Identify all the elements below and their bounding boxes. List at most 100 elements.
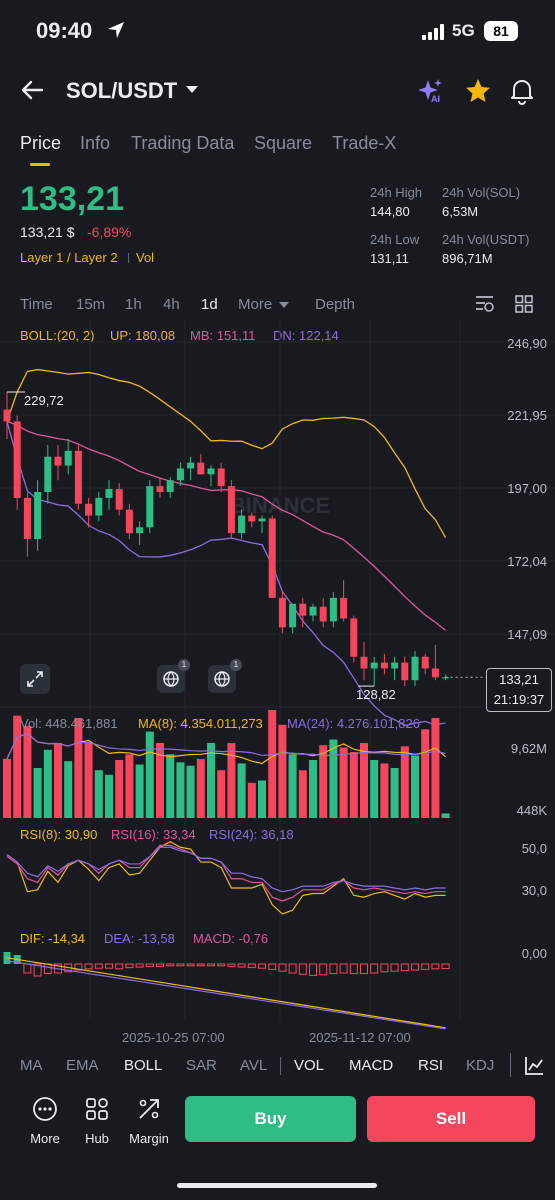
indicator-vol[interactable]: VOL (294, 1057, 325, 1074)
volume-bar (298, 770, 307, 818)
volume-bar (421, 729, 430, 818)
candle-body (85, 503, 93, 516)
timeframe-1d[interactable]: 1d (201, 296, 218, 313)
timeframe-more[interactable]: More (238, 296, 273, 313)
sell-button[interactable]: Sell (367, 1096, 535, 1142)
indicator-sar[interactable]: SAR (186, 1057, 217, 1074)
macd-dea-line (6, 960, 446, 1030)
macd-hist-bar (431, 963, 440, 970)
buy-button[interactable]: Buy (185, 1096, 356, 1142)
volume-ma8-line (6, 732, 446, 765)
indicator-kdj[interactable]: KDJ (466, 1057, 495, 1074)
macd-hist-bar (217, 963, 226, 967)
tag-vol[interactable]: Vol (136, 250, 155, 265)
macd-hist-bar (166, 963, 175, 967)
timeframe-depth[interactable]: Depth (315, 296, 356, 313)
candle-body (54, 456, 62, 466)
indicator-rsi[interactable]: RSI (418, 1057, 444, 1074)
macd-hist-bar (349, 963, 358, 975)
pair-title[interactable]: SOL/USDT (66, 78, 178, 103)
tab-trade-x[interactable]: Trade-X (332, 133, 397, 153)
volume-bar (156, 742, 164, 818)
volume-bar (268, 710, 277, 818)
volume-bar (278, 724, 287, 818)
candle-body (136, 527, 144, 534)
indicator-avl[interactable]: AVL (240, 1057, 268, 1074)
macd-hist-bar (329, 963, 338, 975)
candle-body (268, 518, 276, 598)
low-value: 131,11 (370, 251, 409, 266)
candle-body (278, 597, 286, 628)
macd-hist-bar (339, 963, 348, 974)
volume-bar (227, 742, 236, 818)
timeframe-1h[interactable]: 1h (125, 296, 142, 313)
macd-axis-zero: 0,00 (521, 946, 547, 961)
tab-square[interactable]: Square (254, 133, 313, 153)
back-arrow-icon[interactable] (20, 78, 44, 102)
volume-bar (196, 758, 205, 818)
timeframe-4h[interactable]: 4h (163, 296, 180, 313)
candle-body (370, 662, 378, 669)
candle-body (13, 421, 21, 498)
macd-hist-bar (176, 963, 185, 967)
star-icon[interactable] (465, 78, 491, 104)
candle-body (360, 656, 368, 669)
volume-bar (411, 755, 419, 818)
macd-hist-bar (441, 963, 450, 970)
rsi-axis-50: 50,0 (521, 841, 547, 856)
tab-info[interactable]: Info (80, 133, 111, 153)
macd-dea: DEA: -13,58 (104, 931, 175, 946)
grid-layout-icon[interactable] (515, 295, 533, 313)
timeframe-time[interactable]: Time (20, 296, 53, 313)
chart-settings-icon[interactable] (475, 295, 495, 313)
price-chart[interactable]: BINANCE (0, 320, 555, 1030)
candle-body (64, 450, 72, 466)
candle-body (207, 468, 215, 475)
volume-bar (349, 752, 358, 818)
ai-sparkle-icon[interactable] (418, 78, 448, 104)
tab-price[interactable]: Price (20, 133, 62, 153)
high-marker: 229,72 (24, 393, 64, 408)
indicator-macd[interactable]: MACD (349, 1057, 394, 1074)
indicator-boll[interactable]: BOLL (124, 1057, 163, 1074)
timeframe-15m[interactable]: 15m (76, 296, 106, 313)
hub-nav[interactable]: Hub (70, 1096, 124, 1146)
volume-bar (339, 747, 348, 818)
indicator-ma[interactable]: MA (20, 1057, 43, 1074)
vol-sol-value: 6,53M (442, 204, 479, 219)
tag-layer[interactable]: Layer 1 / Layer 2 (20, 250, 118, 265)
bell-icon[interactable] (510, 77, 534, 105)
macd-hist-bar (84, 963, 93, 970)
candle-body (105, 489, 113, 498)
macd-dif-line (6, 957, 446, 1029)
macd-hist-bar (278, 963, 287, 972)
macd-hist-bar (23, 963, 32, 974)
macd-hist-bar (156, 963, 164, 967)
status-time: 09:40 (36, 18, 93, 43)
tab-trading-data[interactable]: Trading Data (131, 133, 235, 153)
axis-main-1: 221,95 (507, 408, 547, 423)
volume-ma24-line (6, 732, 446, 760)
candle-body (146, 486, 154, 528)
macd-lines (3, 952, 450, 1030)
macd-dif: DIF: -14,34 (20, 931, 86, 946)
volume-bar (309, 760, 317, 818)
more-caret-icon[interactable] (279, 302, 289, 308)
more-nav[interactable]: More (18, 1096, 72, 1146)
macd-hist-bar (207, 963, 215, 967)
candle-body (401, 662, 409, 681)
indicator-settings-icon[interactable] (524, 1056, 544, 1076)
volume-bar (13, 715, 22, 818)
indicator-ema[interactable]: EMA (66, 1057, 99, 1074)
network-label: 5G (452, 21, 475, 40)
rsi8-line (6, 841, 446, 915)
candle-body (3, 409, 11, 422)
candle-body (431, 668, 439, 678)
candle-body (391, 662, 399, 669)
margin-nav[interactable]: Margin (122, 1096, 176, 1146)
rsi24-line (6, 846, 446, 893)
boll-upper-line (6, 368, 447, 539)
chevron-down-icon[interactable] (186, 86, 198, 94)
fullscreen-button[interactable] (20, 664, 50, 694)
rsi-lines (6, 841, 446, 915)
